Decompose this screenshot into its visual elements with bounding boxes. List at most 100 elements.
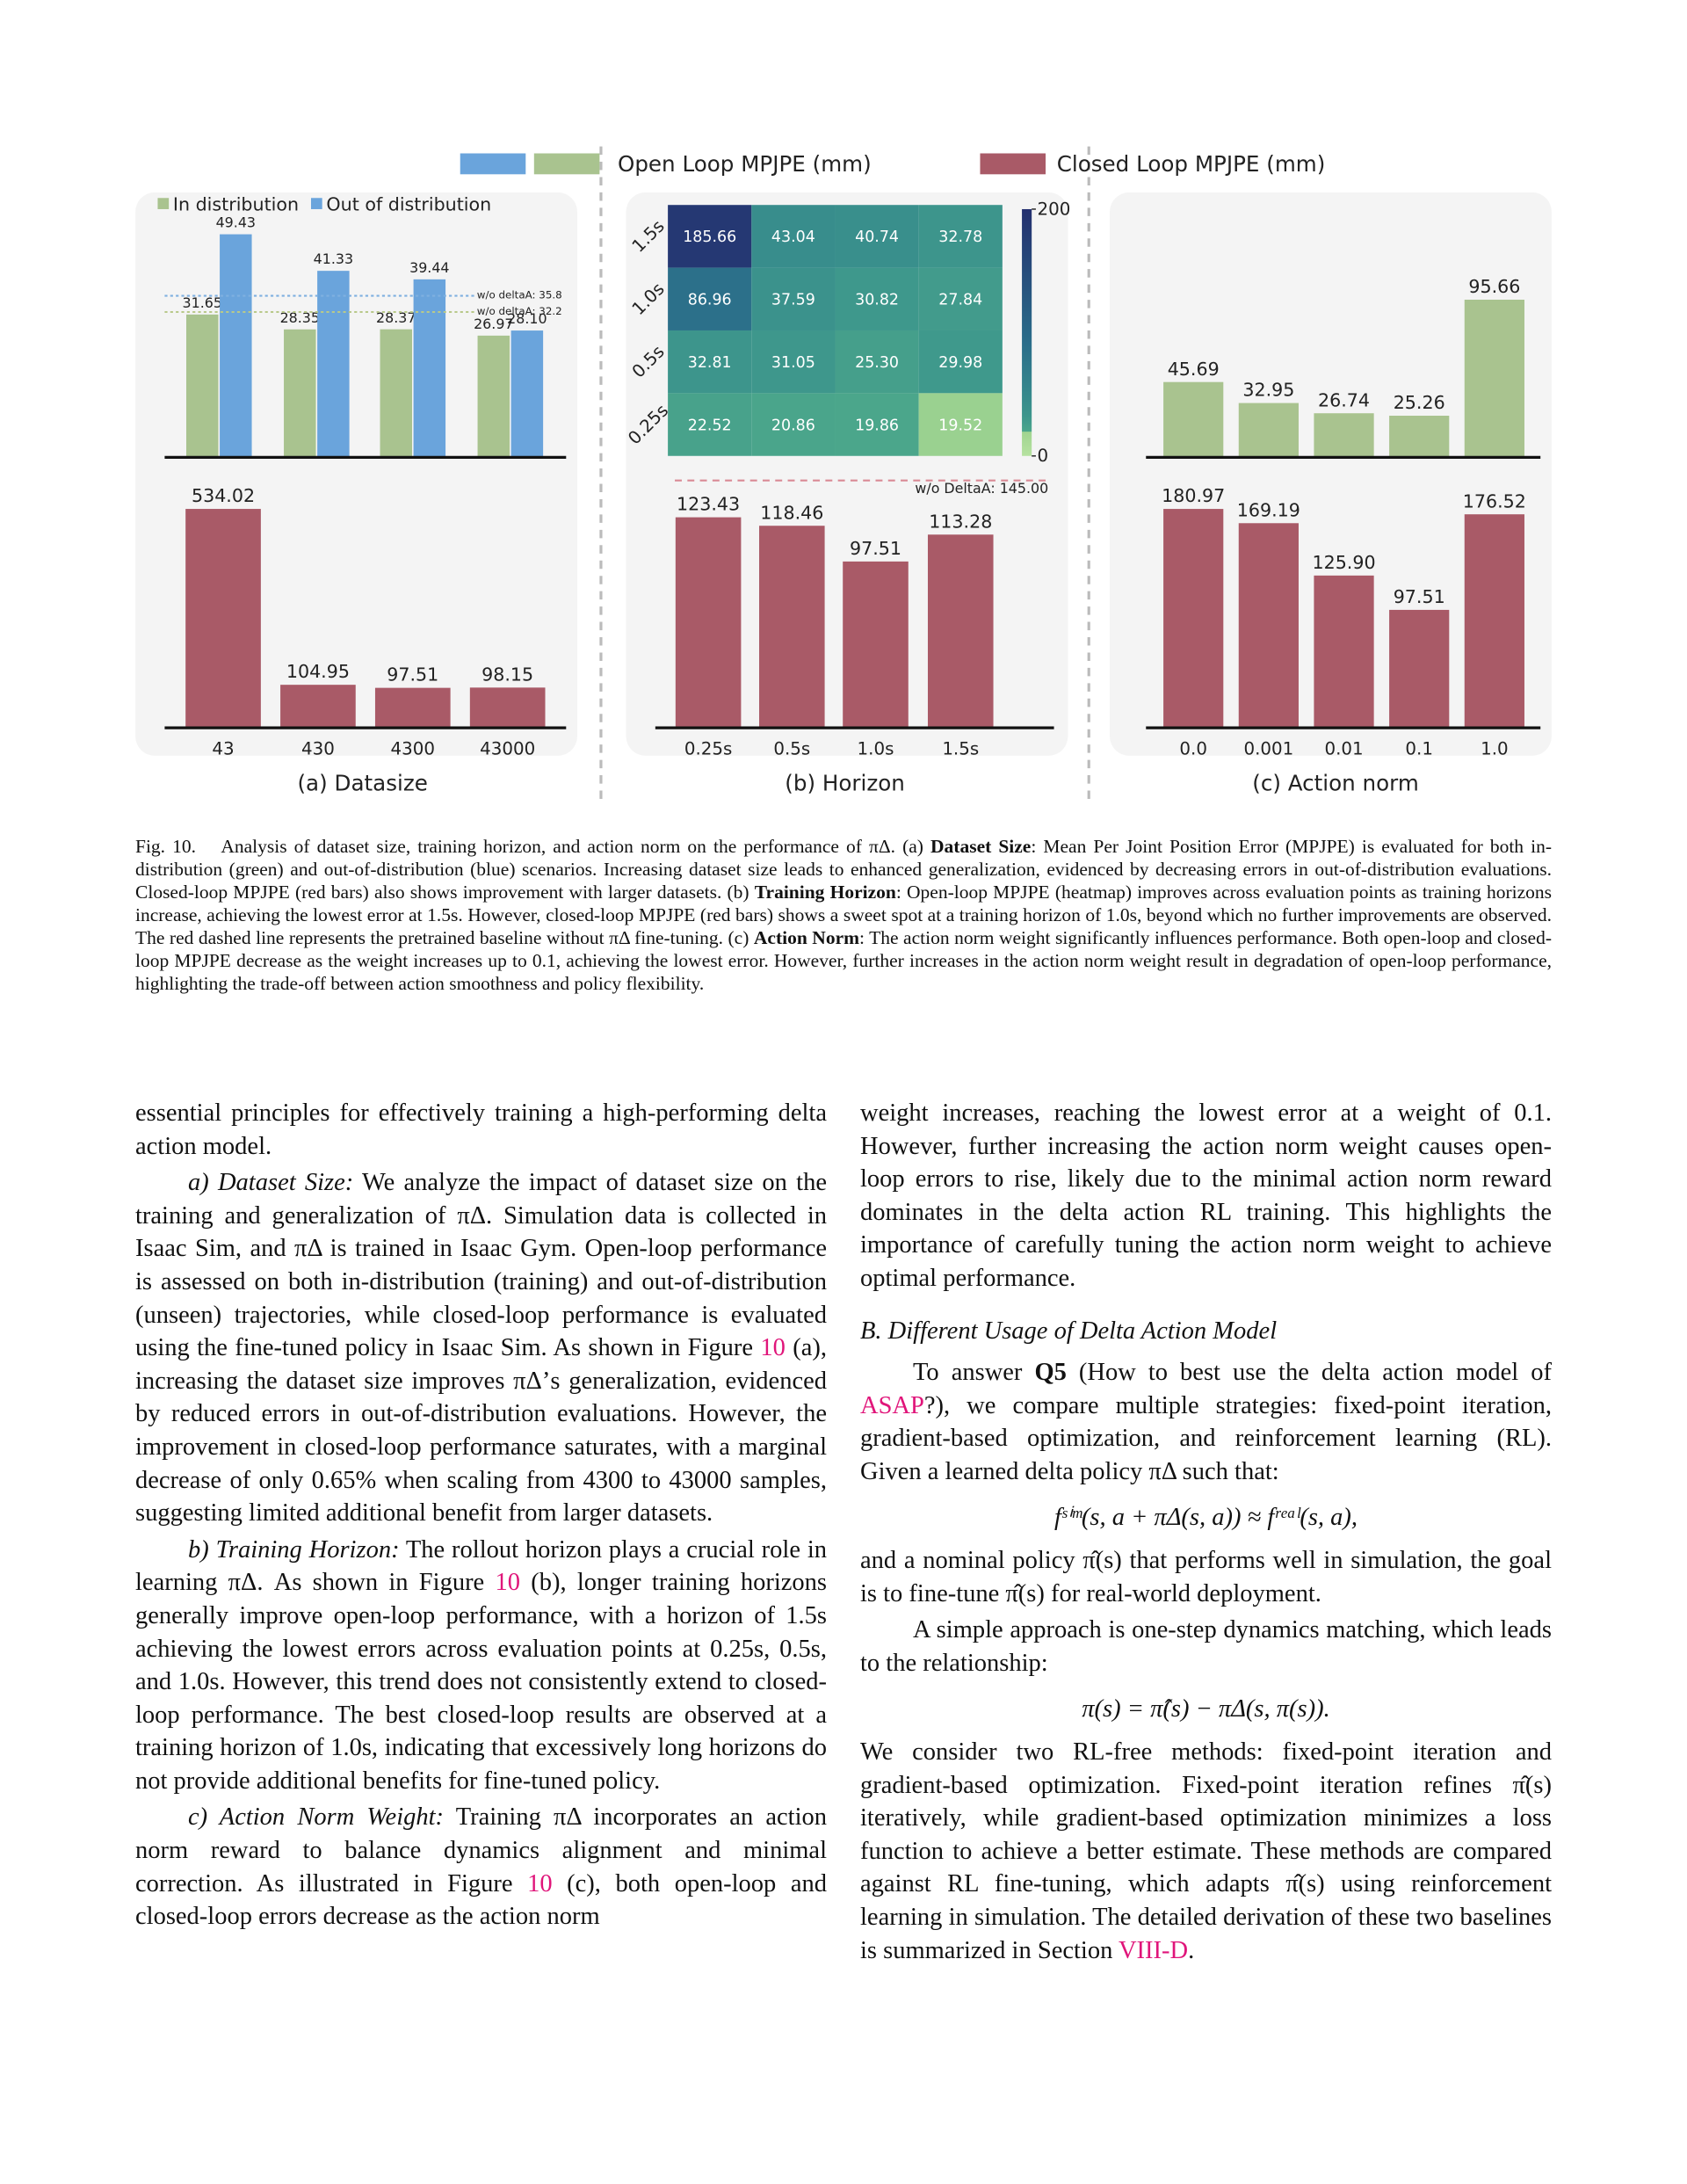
value-label: 97.51 (387, 664, 438, 686)
colorbar-label: 0 (1038, 446, 1049, 466)
value-label: 125.90 (1312, 552, 1375, 573)
value-label: 28.10 (507, 310, 547, 327)
series-label: Out of distribution (326, 194, 491, 215)
cell-label: 27.84 (938, 292, 982, 309)
caption-text: Fig. 10. Analysis of dataset size, train… (135, 836, 931, 857)
bar (413, 279, 446, 458)
value-label: 41.33 (314, 250, 353, 267)
bar (185, 314, 219, 458)
value-label: 97.51 (850, 538, 901, 559)
paragraph: a) Dataset Size: We analyze the impact o… (135, 1166, 827, 1530)
bar (759, 526, 825, 729)
bar (380, 329, 412, 458)
text: (How to best use the delta action model … (1066, 1359, 1552, 1387)
heatmap-cell (918, 267, 1003, 330)
text: (b), longer training horizons generally … (135, 1569, 827, 1795)
paragraph: and a nominal policy π̂(s) that performs… (860, 1547, 1552, 1607)
cell-label: 37.59 (771, 292, 815, 309)
value-label: 169.19 (1237, 499, 1300, 520)
heatmap-cell (668, 330, 752, 394)
cell-label: 25.30 (855, 354, 899, 372)
value-label: 123.43 (677, 494, 740, 515)
bar (1389, 415, 1450, 458)
bar (1389, 609, 1450, 729)
series-swatch (157, 198, 170, 209)
cell-label: 30.82 (855, 292, 899, 309)
heatmap-cell (835, 205, 919, 268)
run-in-heading: c) Action Norm Weight: (188, 1803, 445, 1832)
bar (374, 687, 451, 729)
x-tick-label: 43000 (480, 738, 535, 758)
text: We analyze the impact of dataset size on… (135, 1169, 827, 1362)
text: essential principles for effectively tra… (135, 1099, 827, 1160)
run-in-heading: b) Training Horizon: (188, 1535, 400, 1564)
left-column: essential principles for effectively tra… (135, 1097, 827, 1937)
heatmap-cell (668, 205, 752, 268)
colorbar-label: 200 (1038, 199, 1071, 219)
cell-label: 19.86 (855, 417, 899, 434)
legend-swatch (460, 153, 526, 175)
cell-label: 43.04 (771, 229, 815, 246)
x-tick-label: 1.5s (942, 738, 979, 758)
section-ref[interactable]: VIII-D (1118, 1936, 1189, 1964)
value-label: 26.74 (1318, 389, 1370, 410)
x-tick-label: 0.1 (1405, 738, 1433, 758)
paragraph: To answer Q5 (How to best use the delta … (860, 1356, 1552, 1488)
value-label: 104.95 (286, 661, 350, 682)
caption-text: : Open-loop MPJPE (heatmap) improves acr… (135, 882, 1552, 948)
citation[interactable]: ASAP (860, 1391, 924, 1419)
figure-caption: Fig. 10. Analysis of dataset size, train… (135, 835, 1552, 995)
caption-text: : Mean Per Joint Position Error (MPJPE) … (135, 836, 1553, 903)
cell-label: 32.81 (688, 354, 732, 372)
heatmap-cell (751, 205, 836, 268)
series-label: In distribution (173, 194, 299, 215)
paragraph: A simple approach is one-step dynamics m… (860, 1616, 1552, 1677)
figure-ref[interactable]: 10 (760, 1334, 786, 1362)
text: We consider two RL-free methods: fixed-p… (860, 1738, 1552, 1964)
bar (280, 685, 356, 729)
caption-text: : The action norm weight significantly i… (135, 927, 1552, 994)
caption-bold: Action Norm (753, 927, 860, 948)
paragraph: weight increases, reaching the lowest er… (860, 1099, 1552, 1292)
cell-label: 32.78 (938, 229, 982, 246)
bar (1163, 509, 1224, 729)
bar (284, 329, 316, 458)
heatmap-cell (918, 330, 1003, 394)
x-tick-label: 43 (212, 738, 234, 758)
value-label: 118.46 (760, 502, 823, 523)
section-heading: B. Different Usage of Delta Action Model (860, 1317, 1278, 1345)
x-tick-label: 430 (301, 738, 335, 758)
value-label: 176.52 (1463, 490, 1526, 512)
bar (220, 234, 252, 458)
value-label: 534.02 (192, 485, 255, 506)
bar (1238, 403, 1299, 458)
text: (c), both open-loop and closed-loop erro… (135, 1869, 827, 1931)
bar (1464, 300, 1524, 458)
value-label: 180.97 (1162, 485, 1225, 506)
cell-label: 31.05 (771, 354, 815, 372)
value-label: 28.35 (280, 309, 320, 326)
heatmap-cell (668, 267, 752, 330)
heatmap-cell (835, 267, 919, 330)
cell-label: 86.96 (688, 292, 732, 309)
caption-bold: Dataset Size (930, 836, 1032, 857)
text: To answer (913, 1359, 1035, 1387)
paragraph: b) Training Horizon: The rollout horizon… (135, 1534, 827, 1798)
bar (317, 271, 350, 458)
figure-ref[interactable]: 10 (495, 1569, 520, 1597)
x-tick-label: 0.0 (1179, 738, 1207, 758)
text: (a), increasing the dataset size improve… (135, 1334, 827, 1527)
x-tick-label: 0.001 (1243, 738, 1293, 758)
cell-label: 40.74 (855, 229, 899, 246)
bar (185, 509, 261, 729)
x-tick-label: 0.25s (684, 738, 732, 758)
figure-ref[interactable]: 10 (527, 1869, 553, 1897)
x-tick-label: 0.5s (773, 738, 810, 758)
paragraph: essential principles for effectively tra… (135, 1097, 827, 1163)
bar (1314, 413, 1374, 458)
x-tick-label: 1.0s (858, 738, 894, 758)
cell-label: 20.86 (771, 417, 815, 434)
cell-label: 22.52 (688, 417, 732, 434)
heatmap-cell (918, 205, 1003, 268)
